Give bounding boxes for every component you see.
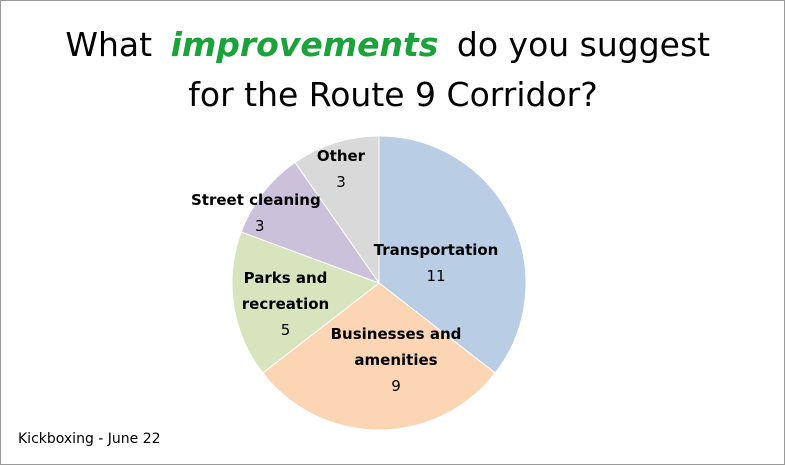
slice-name: Other (316, 147, 366, 165)
chart-title: What improvements do you suggest for the… (65, 25, 720, 114)
slice-value: 3 (255, 217, 265, 235)
title-highlight: improvements (171, 25, 439, 64)
pie-slice (378, 135, 527, 374)
pie-slice (231, 231, 381, 374)
footnote: Kickboxing - June 22 (18, 431, 161, 447)
pie-slice (294, 135, 380, 285)
data-label: Street cleaning 3 (191, 187, 333, 239)
title-part: do you suggest (457, 25, 710, 64)
data-label: Transportation 11 (361, 237, 511, 289)
slice-name: Street cleaning (191, 191, 321, 209)
slice-value: 11 (426, 267, 446, 285)
slice-name: Businesses and amenities (330, 325, 462, 369)
slice-name: Parks and recreation (241, 269, 330, 313)
data-label: Parks and recreation 5 (223, 265, 348, 343)
pie-slice (240, 161, 381, 285)
pie-slice (262, 282, 496, 431)
title-part: for the Route 9 Corridor? (188, 75, 597, 114)
title-part: What (65, 25, 152, 64)
slice-name: Transportation (373, 241, 499, 259)
slice-value: 9 (391, 377, 401, 395)
slice-value: 5 (280, 321, 291, 339)
slice-value: 3 (336, 173, 346, 191)
data-label: Businesses and amenities 9 (316, 321, 476, 399)
data-label: Other 3 (301, 143, 381, 195)
